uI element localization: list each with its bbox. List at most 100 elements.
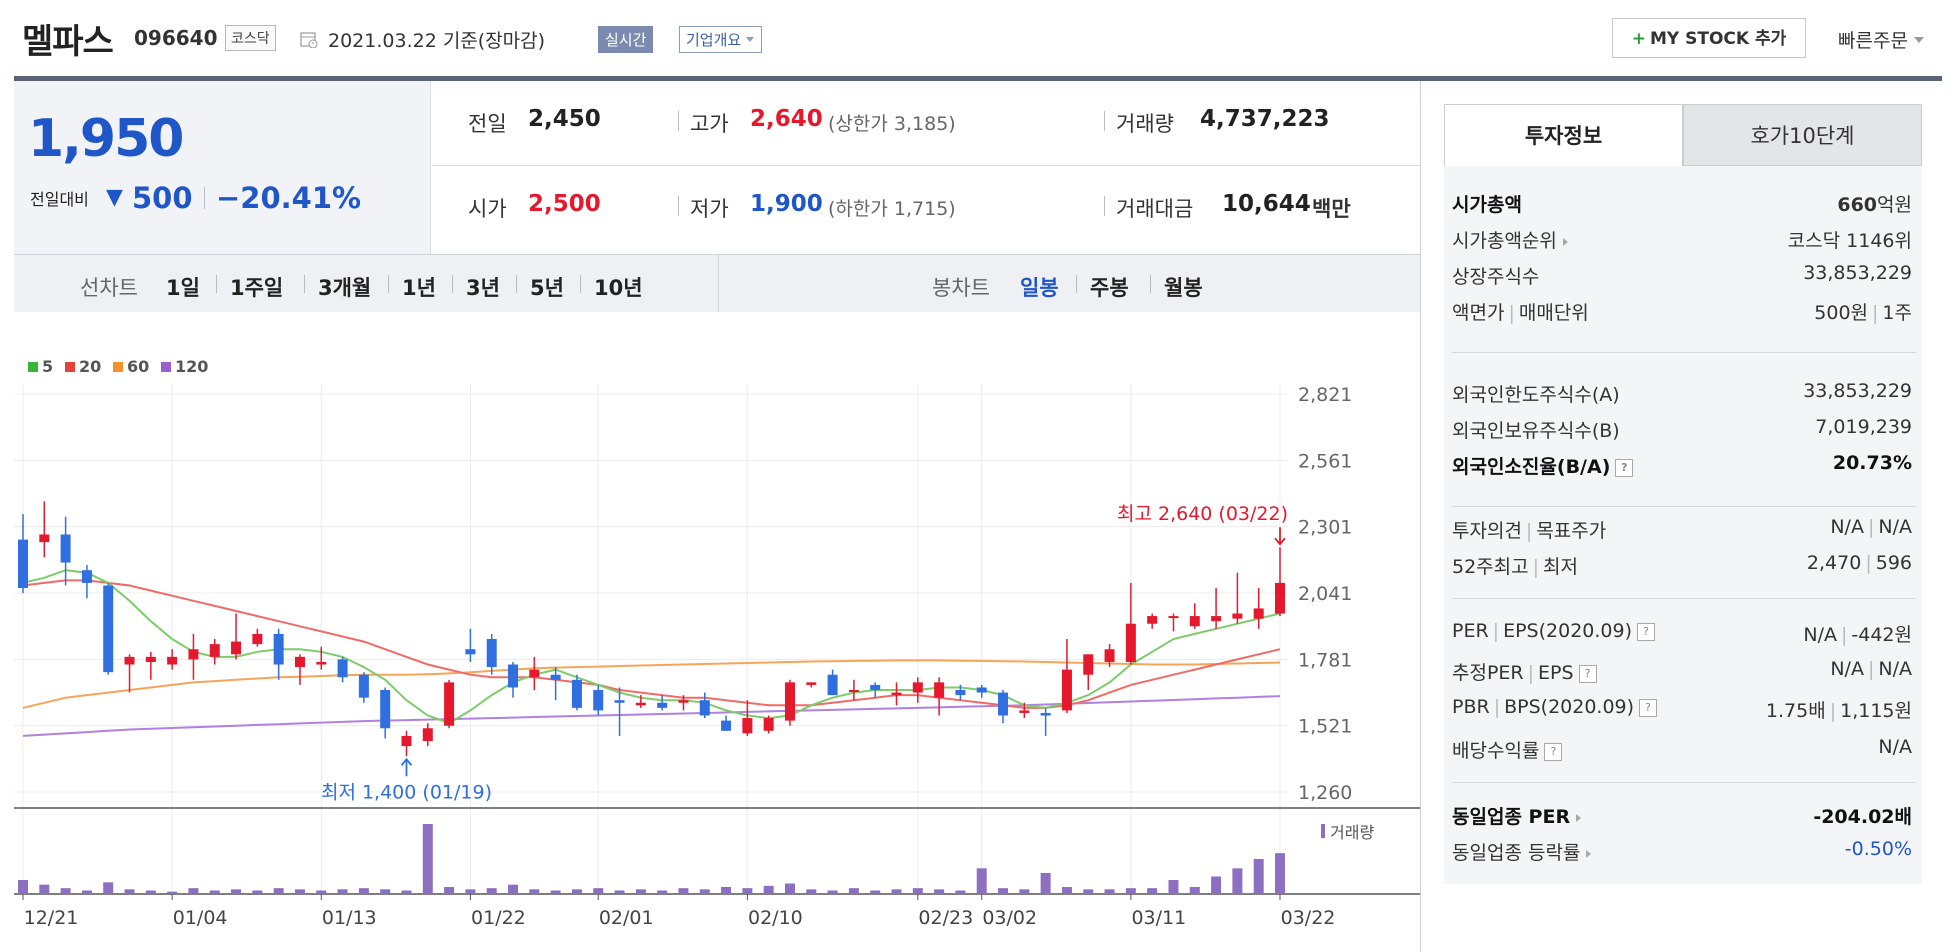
candle-body	[699, 700, 710, 716]
volume-bar	[252, 890, 263, 894]
up-arrow-icon	[400, 757, 413, 777]
foreign-hold-label: 외국인보유주식수(B)	[1452, 420, 1620, 442]
industry-rate-label[interactable]: 동일업종 등락률	[1452, 838, 1592, 865]
opinion-value: N/A	[1830, 516, 1864, 538]
x-tick-label: 01/22	[471, 907, 526, 929]
quick-order-dropdown[interactable]: 빠른주문	[1838, 26, 1924, 53]
amount-unit: 백만	[1312, 197, 1351, 221]
opinion-target-label: 투자의견 | 목표주가	[1452, 520, 1607, 542]
tab-investment-info[interactable]: 투자정보	[1444, 104, 1683, 166]
base-date: 2021.03.22 기준(장마감)	[328, 30, 546, 52]
volume-bar	[444, 887, 455, 894]
pbr-bps-label: PBR | BPS(2020.09)?	[1452, 696, 1658, 718]
low-label: 저가	[690, 197, 729, 221]
candle-body	[1147, 616, 1158, 624]
low-value: 1,900	[750, 191, 823, 217]
price-chart[interactable]: 2,821 2,561 2,301 2,041 1,781 1,521 1,260 5 20 60…	[0, 312, 1420, 952]
industry-per-label[interactable]: 동일업종 PER	[1452, 802, 1582, 829]
period-1d[interactable]: 1일	[166, 276, 200, 300]
stock-name: 멜파스	[22, 22, 114, 62]
help-icon[interactable]: ?	[1544, 742, 1563, 761]
volume-bar	[167, 891, 178, 894]
week52-high-label: 52주최고	[1452, 556, 1529, 578]
help-icon[interactable]: ?	[1578, 664, 1597, 683]
x-tick-label: 02/23	[918, 907, 973, 929]
x-tick-label: 02/10	[748, 907, 803, 929]
market-cap-unit: 억원	[1877, 194, 1912, 216]
divider	[204, 187, 205, 209]
bps-label: BPS(2020.09)	[1504, 696, 1635, 718]
divider	[1452, 598, 1916, 599]
candle-monthly[interactable]: 월봉	[1164, 276, 1203, 300]
candle-weekly[interactable]: 주봉	[1090, 276, 1129, 300]
volume-bar	[145, 890, 156, 894]
candle-body	[955, 690, 966, 696]
candle-body	[934, 682, 945, 698]
period-1y[interactable]: 1년	[402, 276, 436, 300]
candle-daily[interactable]: 일봉	[1020, 276, 1059, 300]
chevron-right-icon	[1586, 849, 1592, 858]
week52-label: 52주최고 | 최저	[1452, 556, 1578, 578]
face-unit-value: 500원 | 1주	[1814, 302, 1912, 324]
candle-body	[742, 718, 753, 734]
volume-bar	[998, 888, 1009, 894]
prev-close-label: 전일	[468, 112, 507, 136]
volume-bar	[380, 889, 391, 894]
rank-label[interactable]: 시가총액순위	[1452, 226, 1568, 253]
candle-body	[231, 641, 242, 655]
investment-info-panel: 시가총액 660억원 시가총액순위 코스닥 1146위 상장주식수 33,853…	[1444, 166, 1922, 884]
period-3m[interactable]: 3개월	[318, 276, 372, 300]
volume-bar	[976, 868, 987, 894]
period-5y[interactable]: 5년	[530, 276, 564, 300]
info-row: 외국인소진율(B/A)? 20.73%	[1444, 446, 1922, 482]
candle-body	[167, 656, 178, 665]
candle-body	[103, 585, 114, 673]
week52-value: 2,470 | 596	[1806, 552, 1912, 574]
help-icon[interactable]: ?	[1637, 622, 1655, 641]
volume-bar	[1061, 887, 1072, 894]
candle-body	[1253, 608, 1264, 619]
candle-body	[273, 633, 284, 665]
opinion-label: 투자의견	[1452, 520, 1522, 542]
open-value: 2,500	[528, 191, 601, 217]
period-10y[interactable]: 10년	[594, 276, 643, 300]
candle-body	[1211, 616, 1222, 622]
info-row: 상장주식수 33,853,229	[1444, 256, 1922, 292]
volume-bar	[1104, 889, 1115, 894]
candle-body	[145, 656, 156, 662]
high-label: 고가	[690, 112, 729, 136]
volume-bar	[316, 890, 327, 894]
help-icon[interactable]: ?	[1615, 458, 1634, 477]
shares-label: 상장주식수	[1452, 266, 1540, 288]
help-icon[interactable]: ?	[1639, 698, 1658, 717]
divider	[1076, 275, 1077, 293]
period-3y[interactable]: 3년	[466, 276, 500, 300]
eps-value: -442원	[1851, 624, 1912, 646]
volume-bar	[848, 888, 859, 894]
tab-order-book[interactable]: 호가10단계	[1683, 104, 1922, 166]
legend-label: 20	[79, 357, 101, 376]
candle-body	[294, 656, 305, 668]
divider	[1104, 111, 1105, 131]
volume-bar	[1211, 876, 1222, 894]
divider	[516, 275, 517, 293]
volume-bar	[358, 888, 369, 894]
candle-body	[1125, 623, 1136, 662]
company-overview-dropdown[interactable]: 기업개요	[679, 26, 763, 53]
candle-body	[635, 702, 646, 706]
candle-body	[1104, 649, 1115, 662]
volume-bar	[422, 824, 433, 894]
week52-low: 596	[1875, 552, 1912, 574]
per-value: N/A	[1803, 624, 1837, 646]
realtime-button[interactable]: 실시간	[598, 26, 654, 53]
period-1w[interactable]: 1주일	[230, 276, 284, 300]
est-per-label: 추정PER | EPS?	[1452, 658, 1597, 685]
chart-area	[14, 312, 1420, 640]
week52-high: 2,470	[1806, 552, 1862, 574]
candle-body	[1275, 582, 1285, 614]
add-my-stock-button[interactable]: + MY STOCK 추가	[1612, 18, 1806, 58]
volume-bar	[550, 890, 561, 894]
header-divider	[14, 76, 1942, 81]
info-row: 외국인보유주식수(B) 7,019,239	[1444, 410, 1922, 446]
row-divider	[432, 165, 1420, 166]
